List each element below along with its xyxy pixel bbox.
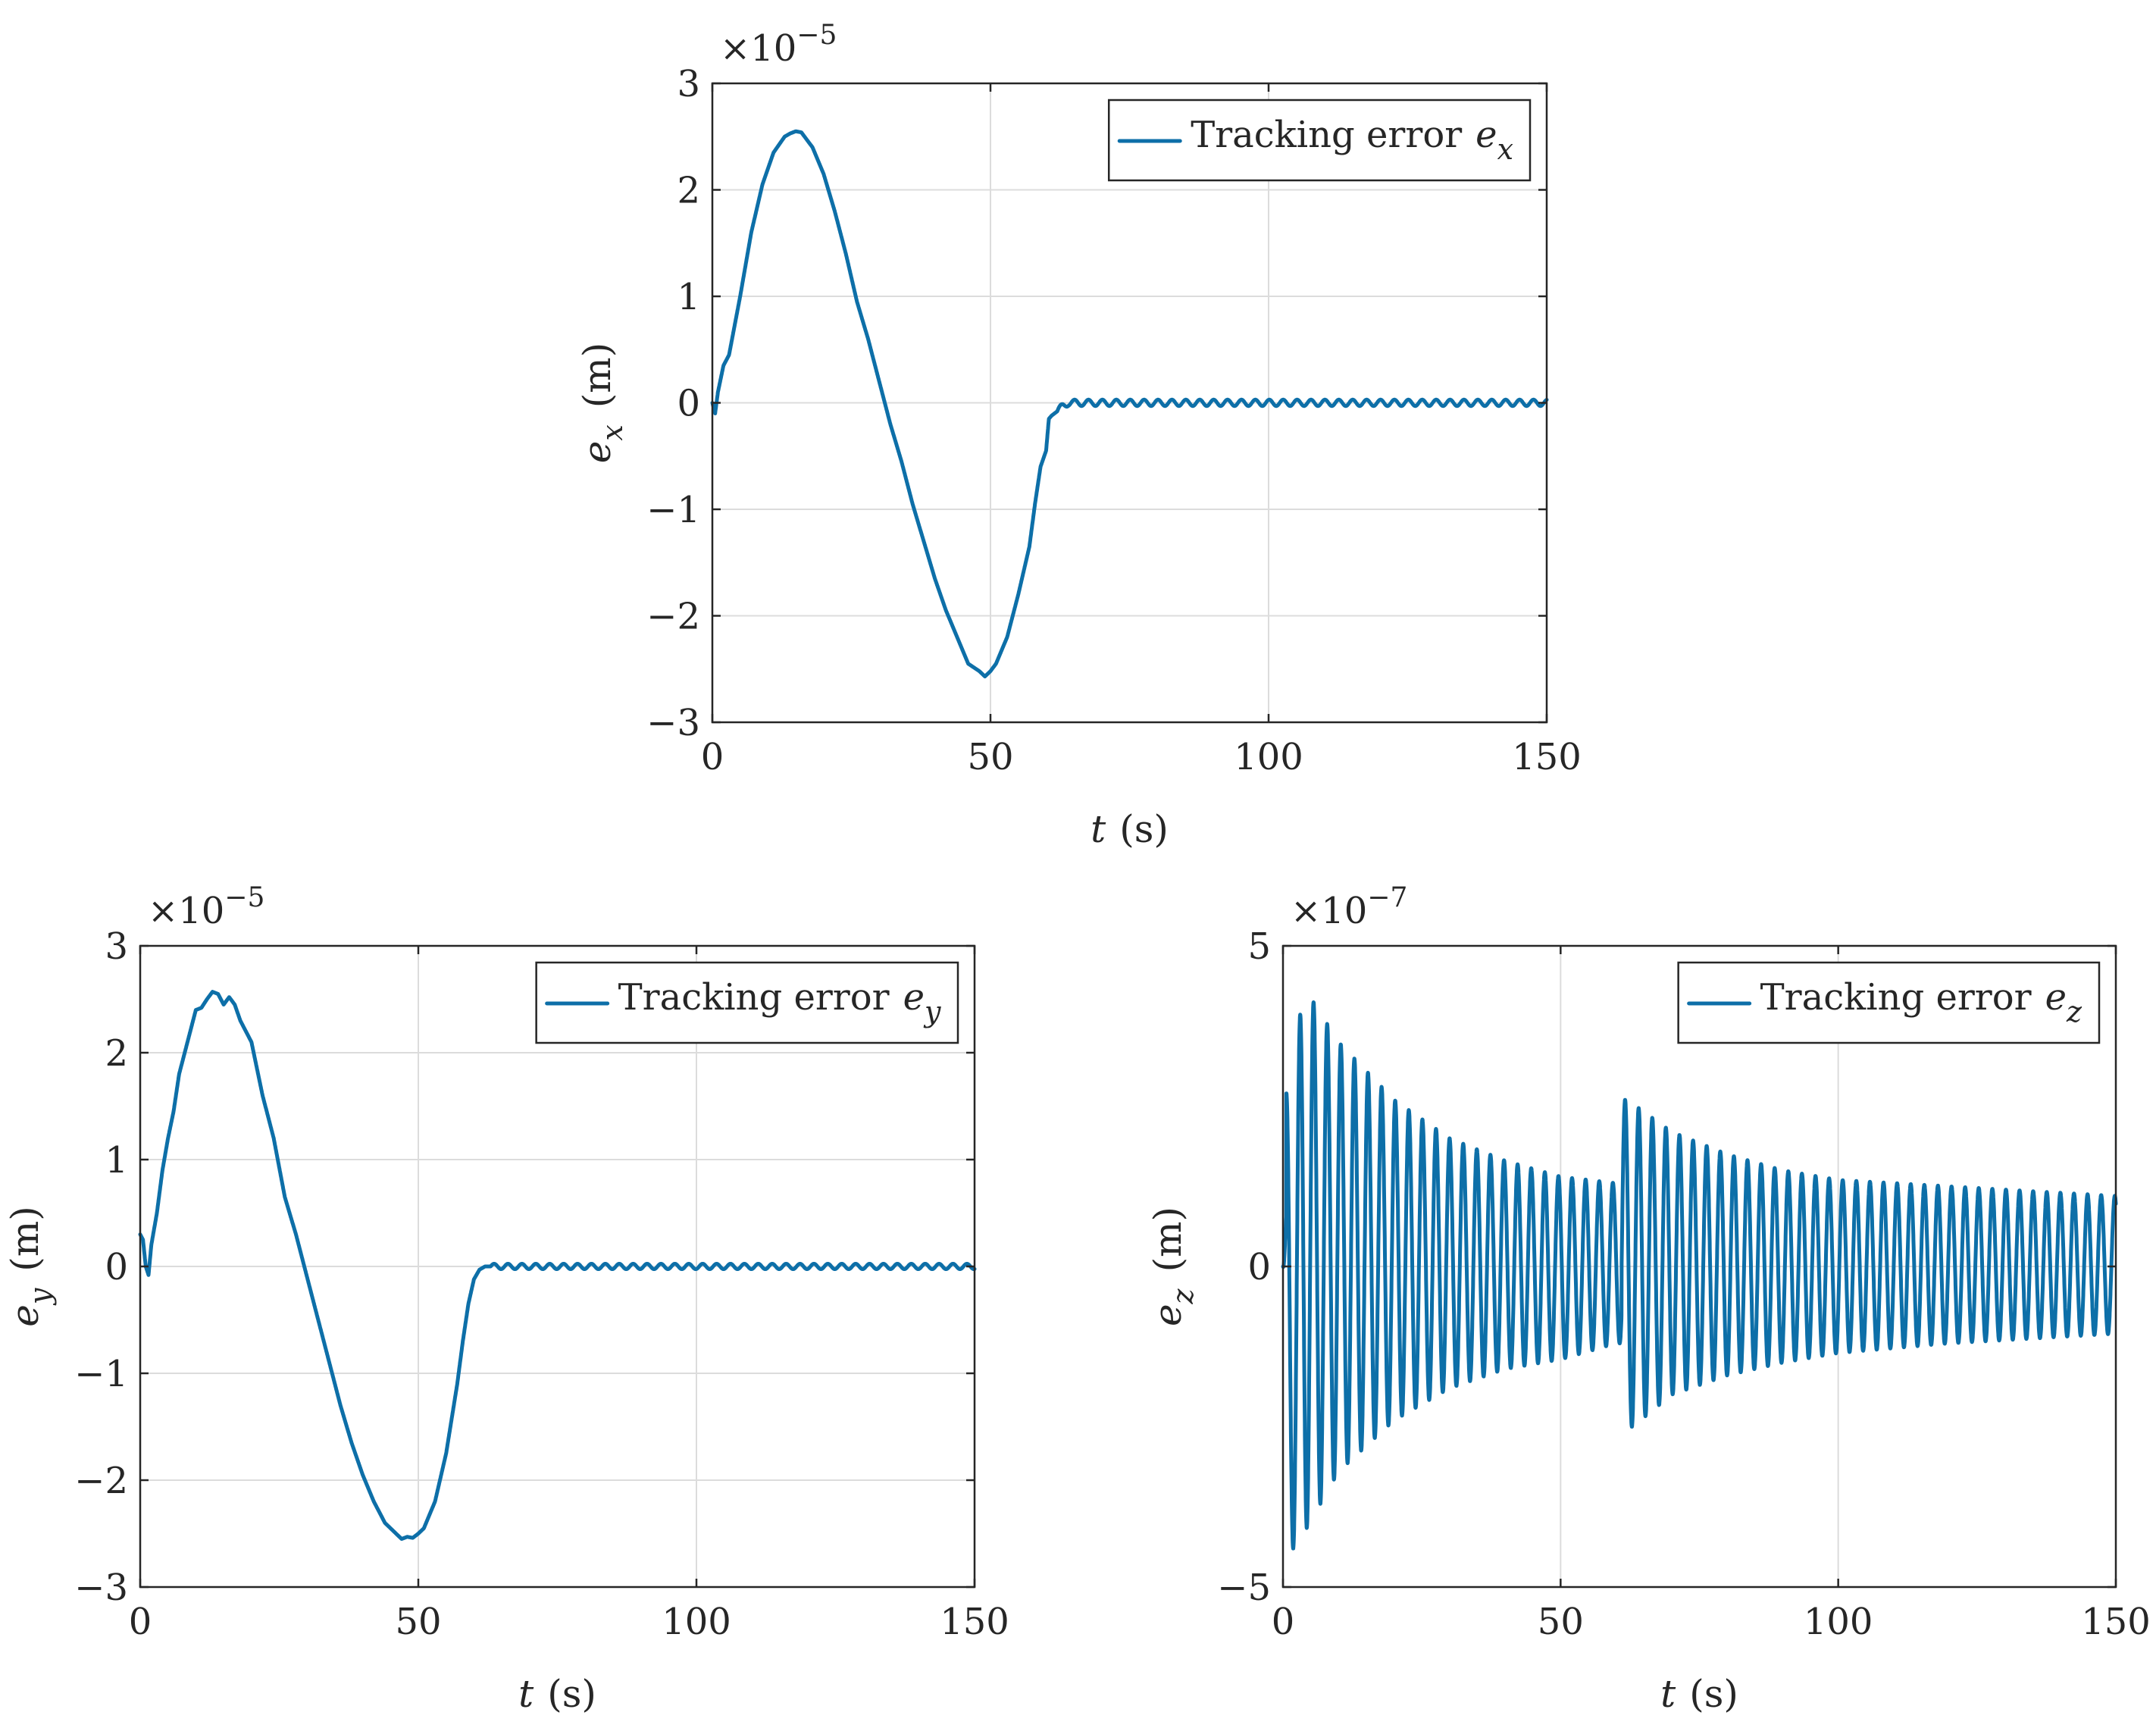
chart-panel-ez: 0 50 100 150−505 ×10−7 t (s) ez(m) Tracking …: [1146, 882, 2151, 1716]
tick-layer: 0 50 100 150 −3 −2 −1 0 1 2 3: [74, 925, 1009, 1643]
x-tick-label: 100: [662, 1601, 731, 1643]
legend-entry: Tracking error ez: [1760, 976, 2082, 1028]
y-exponent-label: ×10−5: [148, 882, 264, 932]
y-tick-label: 3: [677, 63, 700, 105]
chart-panel-ex: 0 50 100 150 −3 −2 −1 0 1 2 3 ×10−5 t (s) ex(m) Tra…: [575, 20, 1582, 851]
x-axis-label: t (s): [518, 1672, 596, 1716]
tick-layer: 0 50 100 150 −3 −2 −1 0 1 2 3: [646, 63, 1582, 778]
legend-entry: Tracking error ey: [618, 976, 941, 1028]
x-tick-label: 50: [1538, 1601, 1584, 1643]
y-tick-label: −2: [74, 1460, 128, 1502]
x-tick-label: 100: [1234, 736, 1303, 778]
y-tick-label: 0: [677, 383, 700, 425]
tick-layer: 0 50 100 150−505: [1217, 925, 2151, 1643]
series-line-ey: [138, 990, 977, 1541]
x-tick-label: 0: [129, 1601, 152, 1643]
x-tick-label: 0: [701, 736, 724, 778]
series-line-ex: [710, 129, 1549, 679]
y-exponent-label: ×10−5: [720, 20, 837, 70]
chart-panel-ey: 0 50 100 150 −3 −2 −1 0 1 2 3 ×10−5 t (s) ey(m) Tra…: [3, 882, 1009, 1716]
x-tick-label: 150: [940, 1601, 1009, 1643]
x-tick-label: 50: [395, 1601, 441, 1643]
y-tick-label: −2: [646, 596, 700, 638]
y-tick-label: −3: [74, 1567, 128, 1609]
legend: Tracking error ex: [1107, 99, 1532, 182]
y-axis-label: ex(m): [575, 343, 629, 463]
y-axis-label: ez(m): [1146, 1207, 1200, 1326]
legend: Tracking error ez: [1677, 961, 2101, 1044]
legend: Tracking error ey: [535, 961, 959, 1044]
y-tick-label: −1: [74, 1353, 128, 1395]
y-tick-label: 2: [105, 1032, 128, 1075]
legend-entry: Tracking error ex: [1191, 114, 1513, 166]
series-layer: [1281, 1000, 2118, 1551]
x-tick-label: 100: [1804, 1601, 1873, 1643]
series-layer: [138, 990, 977, 1541]
y-tick-label: −5: [1217, 1567, 1271, 1609]
series-line-ez: [1281, 1000, 2118, 1551]
x-axis-label: t (s): [1091, 807, 1169, 851]
y-tick-label: 2: [677, 170, 700, 212]
y-tick-label: −3: [646, 702, 700, 744]
y-tick-label: −1: [646, 489, 700, 531]
y-tick-label: 0: [1247, 1246, 1271, 1288]
x-tick-label: 0: [1272, 1601, 1295, 1643]
y-tick-label: 5: [1247, 925, 1271, 968]
y-tick-label: 1: [677, 276, 700, 318]
y-tick-label: 0: [105, 1246, 128, 1288]
x-tick-label: 50: [967, 736, 1013, 778]
x-axis-label: t (s): [1660, 1672, 1738, 1716]
y-tick-label: 1: [105, 1139, 128, 1182]
series-layer: [710, 129, 1549, 679]
x-tick-label: 150: [1512, 736, 1582, 778]
y-tick-label: 3: [105, 925, 128, 968]
y-exponent-label: ×10−7: [1291, 882, 1407, 932]
x-tick-label: 150: [2081, 1601, 2151, 1643]
y-axis-label: ey(m): [3, 1206, 57, 1327]
